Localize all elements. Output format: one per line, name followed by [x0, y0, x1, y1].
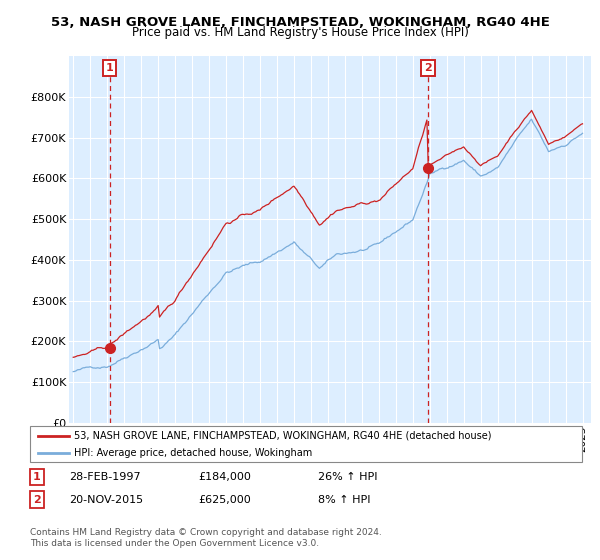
Text: 8% ↑ HPI: 8% ↑ HPI — [318, 494, 371, 505]
Text: 53, NASH GROVE LANE, FINCHAMPSTEAD, WOKINGHAM, RG40 4HE: 53, NASH GROVE LANE, FINCHAMPSTEAD, WOKI… — [50, 16, 550, 29]
Text: 1: 1 — [33, 472, 41, 482]
Text: 26% ↑ HPI: 26% ↑ HPI — [318, 472, 377, 482]
Text: 28-FEB-1997: 28-FEB-1997 — [69, 472, 140, 482]
Text: 20-NOV-2015: 20-NOV-2015 — [69, 494, 143, 505]
Text: 2: 2 — [33, 494, 41, 505]
Text: HPI: Average price, detached house, Wokingham: HPI: Average price, detached house, Woki… — [74, 448, 313, 458]
Text: Price paid vs. HM Land Registry's House Price Index (HPI): Price paid vs. HM Land Registry's House … — [131, 26, 469, 39]
Text: £184,000: £184,000 — [198, 472, 251, 482]
Text: £625,000: £625,000 — [198, 494, 251, 505]
Text: 53, NASH GROVE LANE, FINCHAMPSTEAD, WOKINGHAM, RG40 4HE (detached house): 53, NASH GROVE LANE, FINCHAMPSTEAD, WOKI… — [74, 431, 491, 441]
Text: Contains HM Land Registry data © Crown copyright and database right 2024.
This d: Contains HM Land Registry data © Crown c… — [30, 528, 382, 548]
Text: 2: 2 — [424, 63, 432, 73]
Text: 1: 1 — [106, 63, 113, 73]
